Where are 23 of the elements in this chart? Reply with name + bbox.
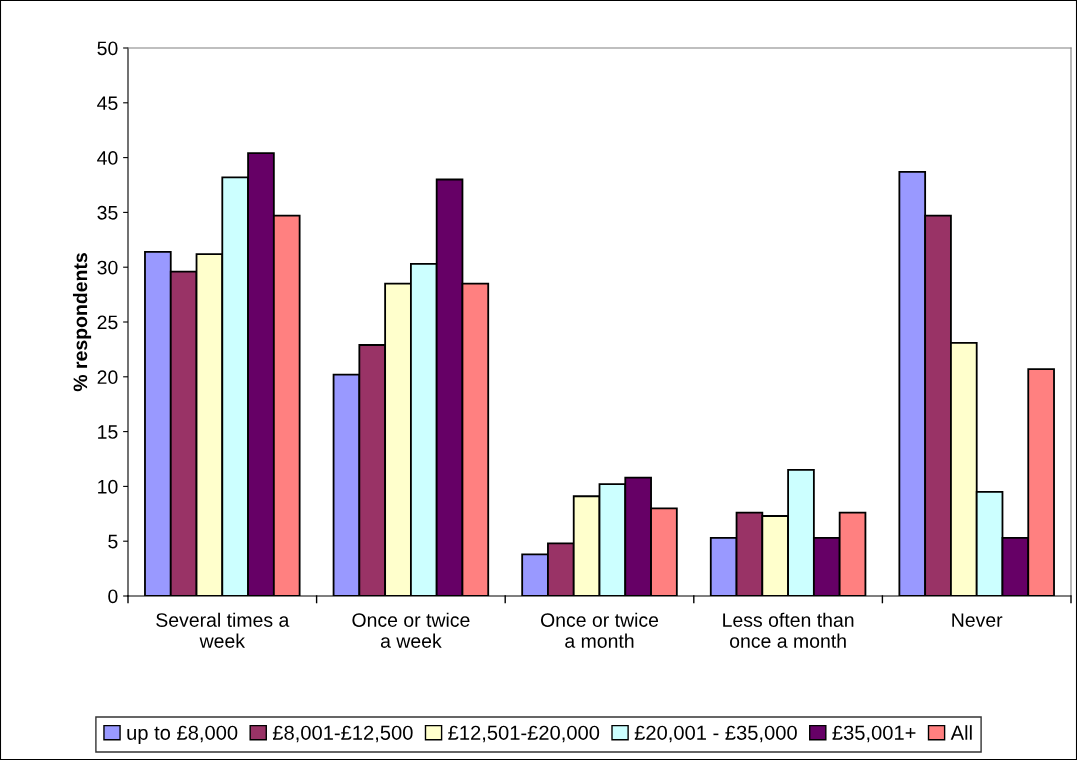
y-tick-label: 35 <box>97 205 118 220</box>
legend-label: £35,001+ <box>832 725 916 743</box>
y-axis-title: % respondents <box>72 253 92 392</box>
y-tick-label: 30 <box>97 260 118 275</box>
y-tick-label: 45 <box>97 96 118 111</box>
legend-label: £8,001-£12,500 <box>272 725 413 743</box>
x-tick-label: Several times a week <box>156 612 290 648</box>
y-tick-label: 10 <box>98 479 118 494</box>
x-tick-label: Once or twice a week <box>352 612 470 648</box>
legend-label: All <box>950 725 972 740</box>
y-tick-label: 25 <box>97 315 118 330</box>
y-tick-label: 0 <box>108 589 118 604</box>
legend-label: £20,001 - £35,000 <box>634 725 797 743</box>
x-tick-label: Once or twice a month <box>540 612 659 648</box>
x-tick-label: Never <box>952 613 1003 627</box>
x-tick-label: Less often than once a month <box>723 612 854 648</box>
y-tick-label: 5 <box>108 534 118 549</box>
y-tick-label: 20 <box>97 370 118 385</box>
y-tick-label: 40 <box>97 151 118 165</box>
legend-label: £12,501-£20,000 <box>448 725 600 743</box>
legend-label: up to £8,000 <box>127 725 238 744</box>
y-tick-label: 15 <box>98 425 118 439</box>
y-tick-label: 50 <box>97 41 118 56</box>
